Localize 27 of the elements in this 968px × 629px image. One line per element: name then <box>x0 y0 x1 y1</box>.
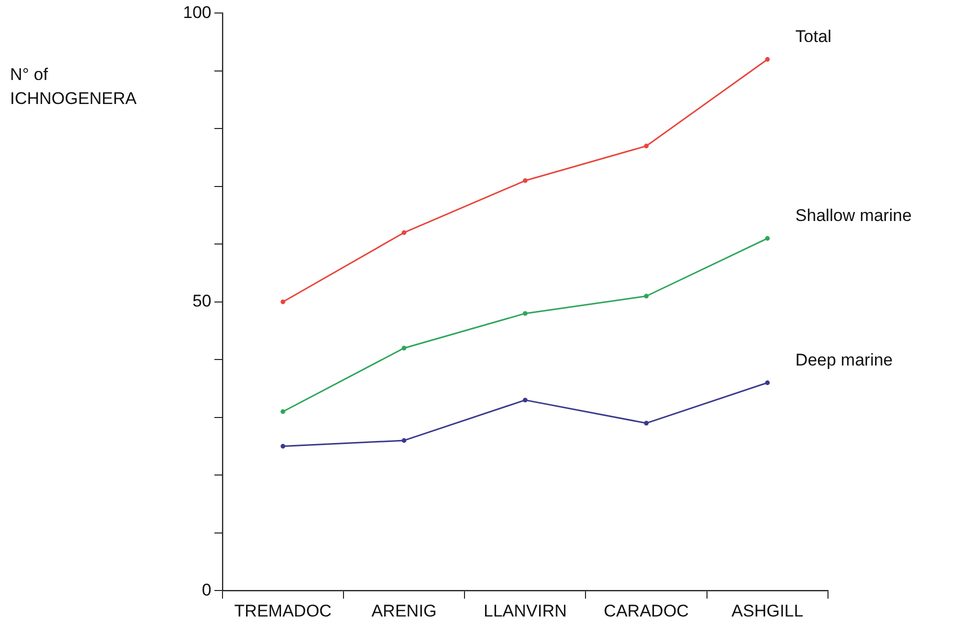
point <box>765 236 770 241</box>
point <box>402 346 406 350</box>
x-tick-label: TREMADOC <box>234 601 332 620</box>
x-tick-label: ARENIG <box>371 601 437 620</box>
point <box>644 144 649 148</box>
y-tick-label: 100 <box>182 2 212 22</box>
series-label: Deep marine <box>795 350 893 370</box>
x-tick-label: LLANVIRN <box>484 601 567 620</box>
series-label: Shallow marine <box>795 206 912 226</box>
point <box>644 420 649 426</box>
series-label: Total <box>795 27 832 46</box>
point <box>280 409 286 414</box>
point <box>522 398 528 402</box>
point <box>280 300 286 304</box>
point <box>522 178 528 183</box>
point <box>280 444 286 449</box>
point <box>644 294 649 298</box>
x-tick-label: ASHGILL <box>732 601 804 620</box>
point <box>522 311 528 316</box>
point <box>765 57 770 62</box>
x-tick-label: CARADOC <box>604 601 689 620</box>
point <box>402 230 406 235</box>
y-axis-title: N° of ICHNOGENERA <box>10 65 138 108</box>
point <box>765 380 770 386</box>
y-tick-label: 0 <box>202 580 212 600</box>
y-tick-label: 50 <box>192 292 212 311</box>
point <box>402 438 406 443</box>
